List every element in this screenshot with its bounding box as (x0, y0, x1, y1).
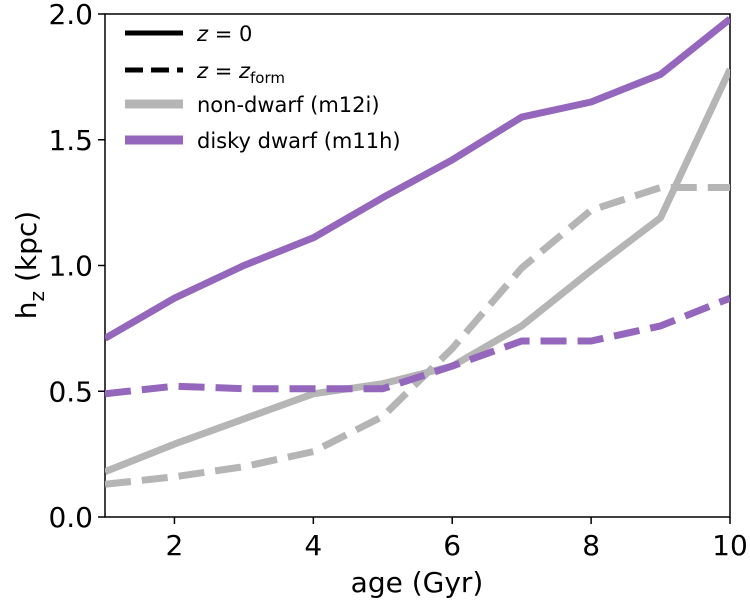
legend-label-disky-dwarf: disky dwarf (m11h) (197, 129, 401, 153)
y-axis-label-units: (kpc) (10, 211, 43, 291)
x-axis-label: age (Gyr) (351, 566, 484, 599)
plot-frame (104, 13, 731, 518)
x-tick-label: 6 (443, 529, 461, 562)
y-axis-label-subscript: z (25, 291, 49, 302)
y-tick-label: 0.5 (48, 375, 93, 408)
legend-label-zform: z = zform (196, 59, 285, 87)
y-tick-label: 1.5 (48, 124, 93, 157)
y-axis-ticks: 0.0 0.5 1.0 1.5 2.0 (48, 0, 105, 534)
series-line-disky-dwarf-m11h--solid (105, 16, 730, 342)
legend: z = 0 z = zform non-dwarf (m12i) disky d… (125, 22, 401, 153)
x-tick-label: 8 (582, 529, 600, 562)
series-layer (105, 16, 730, 488)
x-tick-label: 4 (304, 529, 322, 562)
legend-label-z0: z = 0 (196, 22, 252, 46)
x-axis-ticks: 2 4 6 8 10 (166, 517, 748, 562)
y-axis-label-main: h (10, 301, 43, 319)
y-tick-label: 2.0 (48, 0, 93, 31)
x-tick-label: 10 (712, 529, 748, 562)
y-tick-label: 1.0 (48, 250, 93, 283)
series-line-disky-dwarf-m11h--dashed (105, 294, 730, 398)
y-tick-label: 0.0 (48, 501, 93, 534)
series-line-non-dwarf-m12i--dashed (105, 184, 730, 488)
y-axis-label: hz (kpc) (10, 211, 49, 319)
x-tick-label: 2 (166, 529, 184, 562)
legend-label-non-dwarf: non-dwarf (m12i) (197, 93, 380, 117)
